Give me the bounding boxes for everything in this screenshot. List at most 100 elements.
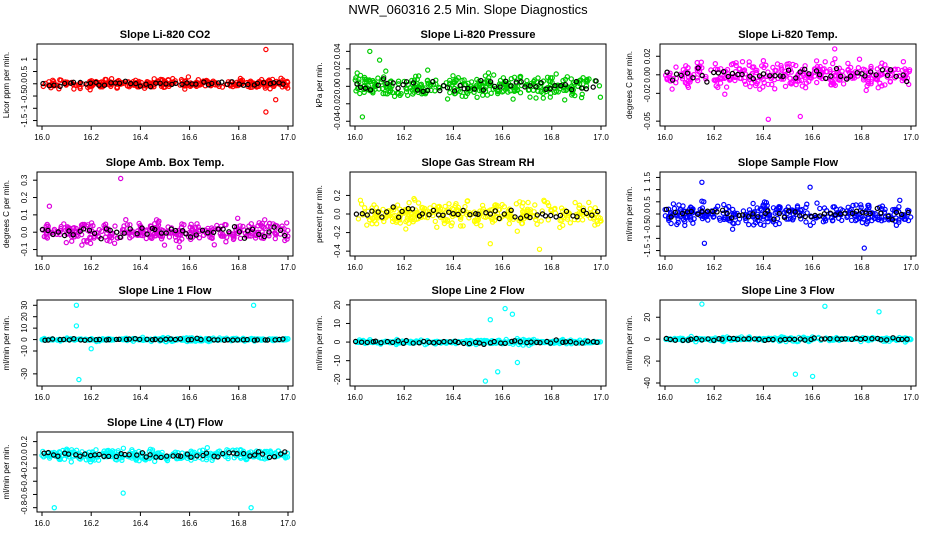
panel-10-ytick-label-0: -0.8 [20, 500, 29, 514]
panel-2-ref-point [583, 86, 590, 92]
panel-4-point [211, 242, 217, 248]
panel-4-point [230, 236, 237, 243]
panel-6-ref-point [853, 208, 860, 214]
panel-5-point [545, 217, 552, 223]
panel-3-point [836, 65, 843, 71]
panel-7-ref-point [185, 337, 191, 343]
panel-6-point [829, 217, 836, 224]
panel-2-ref-point [568, 86, 575, 93]
panel-1-ref-point [40, 80, 46, 87]
panel-6-ref-point [736, 212, 742, 219]
panel-4-frame [36, 171, 294, 257]
panel-3-point [694, 75, 700, 81]
panel-5-point [457, 223, 464, 229]
panel-8-ref-point [528, 339, 534, 345]
panel-5-point [442, 203, 448, 210]
panel-1-ref-point [87, 80, 94, 86]
panel-8-ref-point [567, 339, 574, 345]
panel-3-point [717, 75, 723, 82]
panel-5-point [544, 200, 551, 206]
panel-10-ref-point [82, 451, 88, 457]
panel-7-outlier-3 [73, 323, 80, 329]
panel-5-ref-point [517, 215, 524, 221]
panel-4-point [81, 237, 87, 244]
panel-4-point [185, 234, 192, 240]
panel-3-point [712, 61, 719, 67]
panel-9-ref-point [719, 336, 725, 342]
panel-2-title: Slope Li-820 Pressure [421, 29, 536, 41]
panel-10-ylabel: ml/min per min. [2, 445, 11, 500]
panel-7-ref-point [93, 337, 99, 343]
panel-3-point [887, 78, 894, 85]
panel-5-point [449, 213, 456, 220]
panel-10-ref-point [158, 454, 164, 461]
panel-9-ref-point [680, 337, 686, 343]
panel-10-frame [36, 431, 294, 513]
panel-9-ref-point [711, 337, 717, 343]
panel-4-ref-point [266, 229, 272, 235]
panel-3-point [830, 80, 837, 86]
panel-6-ref-point [739, 212, 746, 218]
panel-2-point [447, 85, 453, 91]
panel-3-ref-point [684, 70, 691, 76]
panel-6-point [820, 218, 827, 225]
panel-9-outlier-2 [809, 373, 816, 380]
panel-9-ref-point [904, 336, 910, 342]
panel-5-title: Slope Gas Stream RH [421, 157, 534, 169]
panel-6-ref-point [765, 208, 771, 214]
panel-3-ref-point [747, 73, 753, 79]
panel-3-ytick-label-0: -0.05 [643, 111, 652, 130]
panel-6-point [730, 220, 736, 226]
panel-6-xtick-label-5: 17.0 [903, 263, 919, 272]
panel-10-point [172, 449, 179, 455]
panel-3-point [736, 66, 742, 72]
panel-5-point [466, 215, 472, 221]
panel-2-point [596, 83, 603, 89]
panel-2-ref-point [527, 83, 533, 89]
panel-7-title: Slope Line 1 Flow [119, 285, 212, 297]
panel-3-ref-point [780, 73, 786, 80]
panel-4-ref-point [179, 227, 186, 234]
panel-5-ref-point [475, 211, 481, 217]
panel-2-xtick-label-4: 16.8 [544, 133, 560, 142]
panel-5-point [361, 204, 368, 211]
panel-6-point [817, 205, 823, 212]
panel-6-point [870, 210, 876, 217]
panel-9-ref-point [741, 336, 747, 342]
panel-4-ref-point [86, 227, 93, 233]
panel-5-point [412, 197, 418, 203]
panel-5-outlier-0 [536, 246, 543, 252]
panel-4-ref-point [163, 230, 169, 236]
panel-5-point [576, 202, 583, 208]
panel-7-point [39, 337, 46, 343]
panel-9-ref-point [895, 336, 902, 343]
panel-4-point [95, 233, 102, 239]
panel-1-ref-point [143, 81, 149, 87]
panel-4-ytick-label-3: 0.2 [20, 191, 29, 203]
panel-9-point [713, 336, 720, 342]
panel-1-xtick-label-5: 17.0 [280, 133, 296, 142]
panel-9-title: Slope Line 3 Flow [742, 285, 835, 297]
panel-3-point [868, 65, 874, 72]
panel-7-ref-point [144, 336, 150, 342]
panel-8-outlier-2 [482, 378, 489, 384]
panel-7-ytick-label-3: 10 [20, 323, 29, 332]
panel-2-xtick-label-3: 16.6 [495, 133, 511, 142]
panel-5-ylabel: percent per min. [315, 185, 324, 243]
panel-1-point [254, 83, 260, 90]
panel-4-point [188, 221, 194, 227]
panel-1-ytick-label-3: 0.0 [20, 78, 29, 90]
panel-7-ref-point [103, 337, 110, 343]
panel-9-ytick-label-2: 0 [643, 336, 652, 341]
panel-8-ref-point [403, 337, 409, 344]
panel-1-point [166, 81, 173, 87]
panel-10-point [120, 445, 127, 451]
panel-4-ytick-label-0: -0.1 [20, 242, 29, 256]
panel-9-ytick-label-1: -20 [643, 355, 652, 367]
panel-4-xtick-label-5: 17.0 [280, 263, 296, 272]
panel-5-point [369, 220, 375, 227]
panel-6-point [807, 222, 814, 228]
panel-4-ytick-label-2: 0.1 [20, 209, 29, 221]
panel-7-ref-point [152, 336, 158, 343]
panel-4-point [262, 217, 268, 223]
